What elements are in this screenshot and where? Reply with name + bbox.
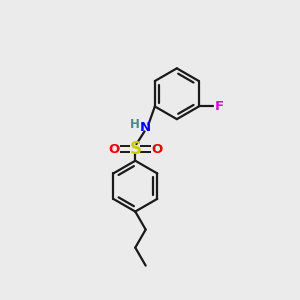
Text: O: O xyxy=(108,143,119,156)
Text: O: O xyxy=(151,143,162,156)
Text: F: F xyxy=(215,100,224,113)
Text: H: H xyxy=(130,118,140,131)
Text: S: S xyxy=(129,140,141,158)
Text: N: N xyxy=(140,121,151,134)
